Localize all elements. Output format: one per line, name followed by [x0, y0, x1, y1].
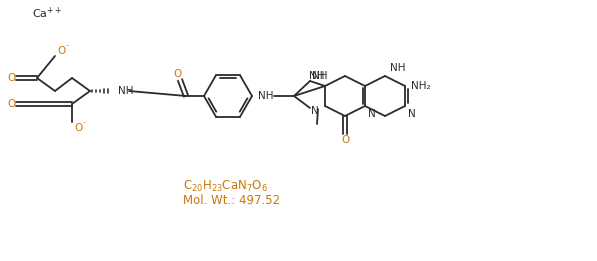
Text: ⁻: ⁻: [81, 121, 86, 129]
Text: NH: NH: [390, 63, 405, 73]
Text: O: O: [341, 135, 349, 145]
Text: O: O: [8, 99, 16, 109]
Text: C$_{20}$H$_{23}$CaN$_{7}$O$_{6}$: C$_{20}$H$_{23}$CaN$_{7}$O$_{6}$: [183, 179, 268, 194]
Text: Ca$^{++}$: Ca$^{++}$: [32, 5, 62, 21]
Text: NH: NH: [258, 91, 273, 101]
Text: Mol. Wt.: 497.52: Mol. Wt.: 497.52: [183, 194, 280, 207]
Text: N: N: [368, 109, 376, 119]
Text: O: O: [74, 123, 82, 133]
Text: ⁻: ⁻: [64, 44, 69, 52]
Text: NH: NH: [118, 86, 134, 96]
Text: NH: NH: [312, 71, 328, 81]
Text: O: O: [57, 46, 65, 56]
Text: N: N: [311, 106, 319, 116]
Text: N: N: [408, 109, 416, 119]
Text: O: O: [173, 69, 181, 79]
Text: O: O: [8, 73, 16, 83]
Text: NH: NH: [309, 71, 325, 81]
Text: NH₂: NH₂: [411, 81, 430, 91]
